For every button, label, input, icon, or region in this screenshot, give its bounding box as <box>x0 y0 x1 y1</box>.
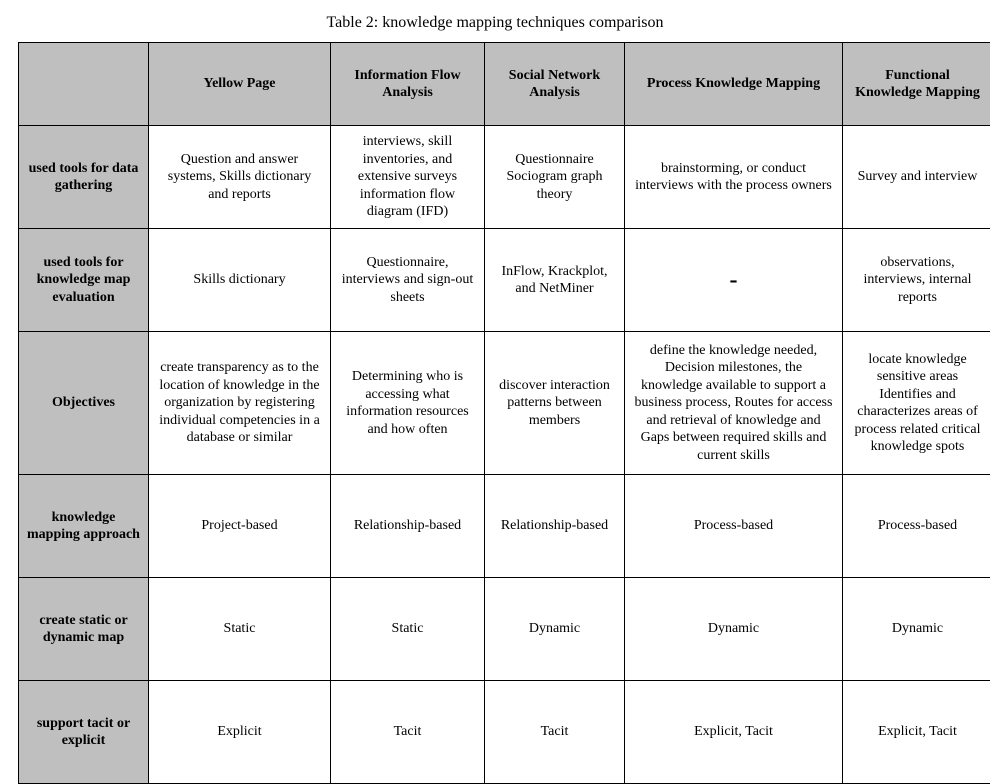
comparison-table: Yellow Page Information Flow Analysis So… <box>18 42 990 784</box>
table-cell: Project-based <box>149 475 331 578</box>
row-label: Objectives <box>19 332 149 475</box>
col-header-information-flow: Information Flow Analysis <box>331 43 485 126</box>
table-cell: Static <box>331 578 485 681</box>
table-cell: Questionnaire Sociogram graph theory <box>485 126 625 229</box>
table-cell: interviews, skill inventories, and exten… <box>331 126 485 229</box>
table-cell: Relationship-based <box>485 475 625 578</box>
table-cell: brainstorming, or conduct interviews wit… <box>625 126 843 229</box>
table-cell: Dynamic <box>843 578 990 681</box>
row-static-dynamic: create static or dynamic map Static Stat… <box>19 578 990 681</box>
col-header-social-network: Social Network Analysis <box>485 43 625 126</box>
table-cell: Survey and interview <box>843 126 990 229</box>
row-label: create static or dynamic map <box>19 578 149 681</box>
row-data-gathering: used tools for data gathering Question a… <box>19 126 990 229</box>
row-objectives: Objectives create transparency as to the… <box>19 332 990 475</box>
table-cell-dash: - <box>625 229 843 332</box>
table-cell: Relationship-based <box>331 475 485 578</box>
table-cell: InFlow, Krackplot, and NetMiner <box>485 229 625 332</box>
row-label: used tools for knowledge map evaluation <box>19 229 149 332</box>
table-cell: create transparency as to the location o… <box>149 332 331 475</box>
table-cell: Dynamic <box>485 578 625 681</box>
table-cell: Question and answer systems, Skills dict… <box>149 126 331 229</box>
table-cell: define the knowledge needed, Decision mi… <box>625 332 843 475</box>
page: Table 2: knowledge mapping techniques co… <box>0 0 990 784</box>
table-cell: Dynamic <box>625 578 843 681</box>
row-mapping-approach: knowledge mapping approach Project-based… <box>19 475 990 578</box>
table-caption: Table 2: knowledge mapping techniques co… <box>18 14 972 32</box>
table-cell: Tacit <box>331 681 485 784</box>
table-cell: Determining who is accessing what inform… <box>331 332 485 475</box>
col-header-process-knowledge: Process Knowledge Mapping <box>625 43 843 126</box>
table-cell: Skills dictionary <box>149 229 331 332</box>
table-cell: observations, interviews, internal repor… <box>843 229 990 332</box>
row-label: knowledge mapping approach <box>19 475 149 578</box>
col-header-yellow-page: Yellow Page <box>149 43 331 126</box>
table-cell: Static <box>149 578 331 681</box>
table-header-row: Yellow Page Information Flow Analysis So… <box>19 43 990 126</box>
header-corner-cell <box>19 43 149 126</box>
table-cell: Explicit <box>149 681 331 784</box>
row-tacit-explicit: support tacit or explicit Explicit Tacit… <box>19 681 990 784</box>
row-map-evaluation: used tools for knowledge map evaluation … <box>19 229 990 332</box>
row-label: used tools for data gathering <box>19 126 149 229</box>
col-header-functional-knowledge: Functional Knowledge Mapping <box>843 43 990 126</box>
table-cell: Tacit <box>485 681 625 784</box>
table-cell: Explicit, Tacit <box>843 681 990 784</box>
table-cell: Process-based <box>843 475 990 578</box>
table-cell: locate knowledge sensitive areas Identif… <box>843 332 990 475</box>
row-label: support tacit or explicit <box>19 681 149 784</box>
table-cell: Explicit, Tacit <box>625 681 843 784</box>
table-cell: discover interaction patterns between me… <box>485 332 625 475</box>
table-cell: Process-based <box>625 475 843 578</box>
table-cell: Questionnaire, interviews and sign-out s… <box>331 229 485 332</box>
